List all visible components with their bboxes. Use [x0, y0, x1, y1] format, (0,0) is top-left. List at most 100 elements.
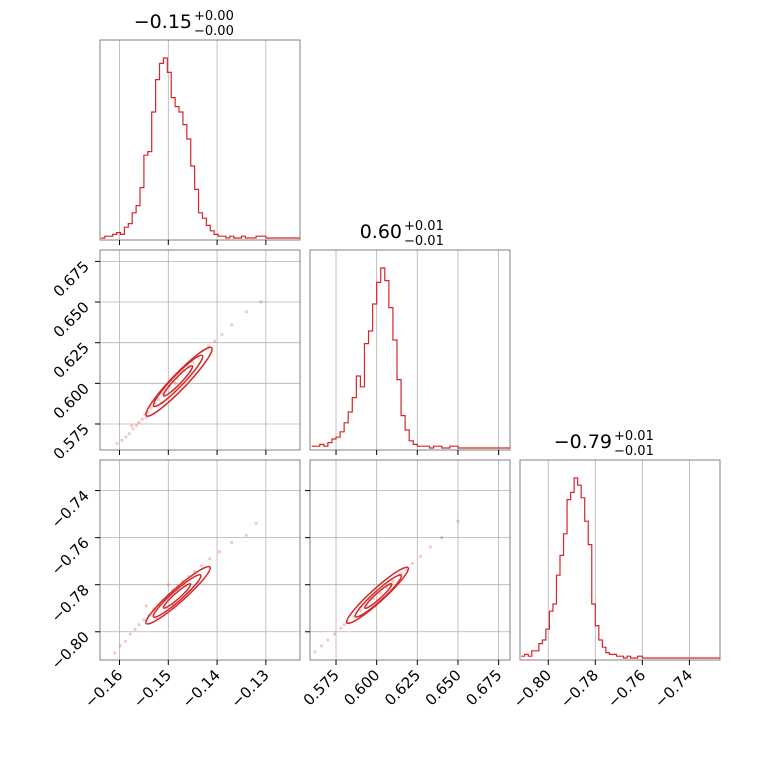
param-title-plus-error: +0.01 [614, 429, 654, 444]
grid-layer [100, 40, 690, 660]
sample-point [410, 561, 415, 566]
sample-point [199, 564, 204, 568]
sample-point [131, 427, 135, 431]
sample-point [230, 323, 234, 327]
sample-point [342, 623, 346, 627]
sample-point [254, 521, 258, 526]
density-contour [145, 346, 213, 417]
sample-point [230, 540, 234, 544]
marks-layer [100, 57, 720, 659]
sample-point [144, 604, 148, 608]
density-contour [345, 566, 410, 625]
x-tick-label: −0.80 [510, 666, 555, 711]
frames-layer [99, 39, 721, 661]
sample-point [358, 608, 363, 613]
sample-point [213, 339, 217, 343]
sample-point [137, 420, 141, 424]
x-tick-label: 0.675 [462, 666, 505, 709]
sample-point [326, 638, 330, 642]
y-tick-label: 0.650 [50, 298, 93, 341]
sample-point [339, 626, 343, 630]
sample-point [244, 310, 248, 314]
x-tick-label: −0.74 [651, 666, 696, 711]
sample-point [418, 554, 423, 559]
sample-point [156, 397, 161, 402]
sample-point [118, 644, 123, 648]
sample-point [391, 579, 395, 583]
sample-point [428, 545, 432, 549]
param-title-median: −0.79 [554, 431, 612, 453]
x-tick-label: −0.14 [179, 666, 224, 711]
sample-point [166, 583, 170, 587]
x-tick-label: 0.575 [300, 666, 343, 709]
y-tick-label: −0.80 [48, 628, 93, 673]
param-title-minus-error: −0.00 [194, 24, 234, 39]
y-tick-label: −0.74 [48, 487, 93, 532]
histogram-panel-frame [309, 249, 511, 451]
sample-point [217, 550, 222, 554]
sample-point [127, 432, 131, 436]
histogram-step-line-p2 [311, 267, 510, 449]
histogram-step-line-p1 [100, 57, 300, 239]
sample-point [174, 381, 178, 385]
density-contour [354, 574, 403, 618]
density-contour [162, 583, 192, 609]
histogram-step-line-p3 [521, 477, 720, 659]
scatter-panel-frame [99, 249, 301, 451]
param-title-minus-error: −0.01 [404, 234, 444, 249]
y-tick-label: 0.600 [50, 379, 93, 422]
sample-point [113, 651, 117, 655]
param-title-median: −0.15 [134, 11, 192, 33]
param-title-plus-error: +0.01 [404, 219, 444, 234]
sample-point [404, 567, 408, 572]
sample-point [259, 300, 263, 304]
x-tick-label: 0.625 [381, 666, 424, 709]
y-tick-label: 0.625 [50, 339, 93, 382]
sample-point [313, 650, 317, 654]
sample-point [440, 536, 444, 540]
sample-point [124, 435, 128, 439]
sample-point [137, 623, 141, 627]
scatter-panel-frame [309, 459, 511, 661]
sample-point [140, 417, 145, 421]
density-contour [162, 365, 194, 397]
sample-point [142, 618, 146, 622]
y-tick-label: 0.675 [50, 257, 93, 300]
sample-point [130, 424, 134, 428]
histogram-panel-frame [519, 459, 721, 661]
sample-point [319, 644, 323, 648]
param-title-plus-error: +0.00 [194, 9, 234, 24]
param-title-median: 0.60 [360, 221, 402, 243]
density-contour [152, 573, 202, 619]
x-tick-label: −0.13 [227, 666, 272, 711]
x-tick-label: −0.78 [557, 666, 602, 711]
y-tick-label: −0.76 [48, 534, 93, 579]
sample-point [115, 441, 119, 446]
sample-point [134, 424, 139, 428]
sample-point [133, 627, 137, 632]
density-contour [145, 565, 211, 625]
y-tick-label: 0.575 [50, 420, 93, 463]
x-tick-label: −0.15 [130, 666, 175, 711]
density-contour [152, 354, 204, 408]
y-tick-label: −0.78 [48, 581, 93, 626]
x-tick-label: 0.600 [340, 666, 383, 709]
x-tick-label: 0.650 [422, 666, 465, 709]
titles-layer: −0.15 +0.00−0.000.60 +0.01−0.01−0.79 +0.01−… [134, 9, 654, 459]
sample-point [332, 632, 336, 636]
sample-point [456, 519, 460, 523]
scatter-panel-frame [99, 459, 301, 661]
histogram-panel-frame [99, 39, 301, 241]
sample-point [120, 438, 124, 442]
sample-point [149, 406, 153, 410]
param-title-minus-error: −0.01 [614, 444, 654, 459]
sample-point [123, 639, 127, 643]
x-tick-label: −0.16 [81, 666, 126, 711]
x-tick-label: −0.76 [604, 666, 649, 711]
sample-point [244, 533, 248, 537]
sample-point [208, 557, 212, 561]
density-contour [364, 582, 393, 610]
sample-point [220, 332, 224, 337]
